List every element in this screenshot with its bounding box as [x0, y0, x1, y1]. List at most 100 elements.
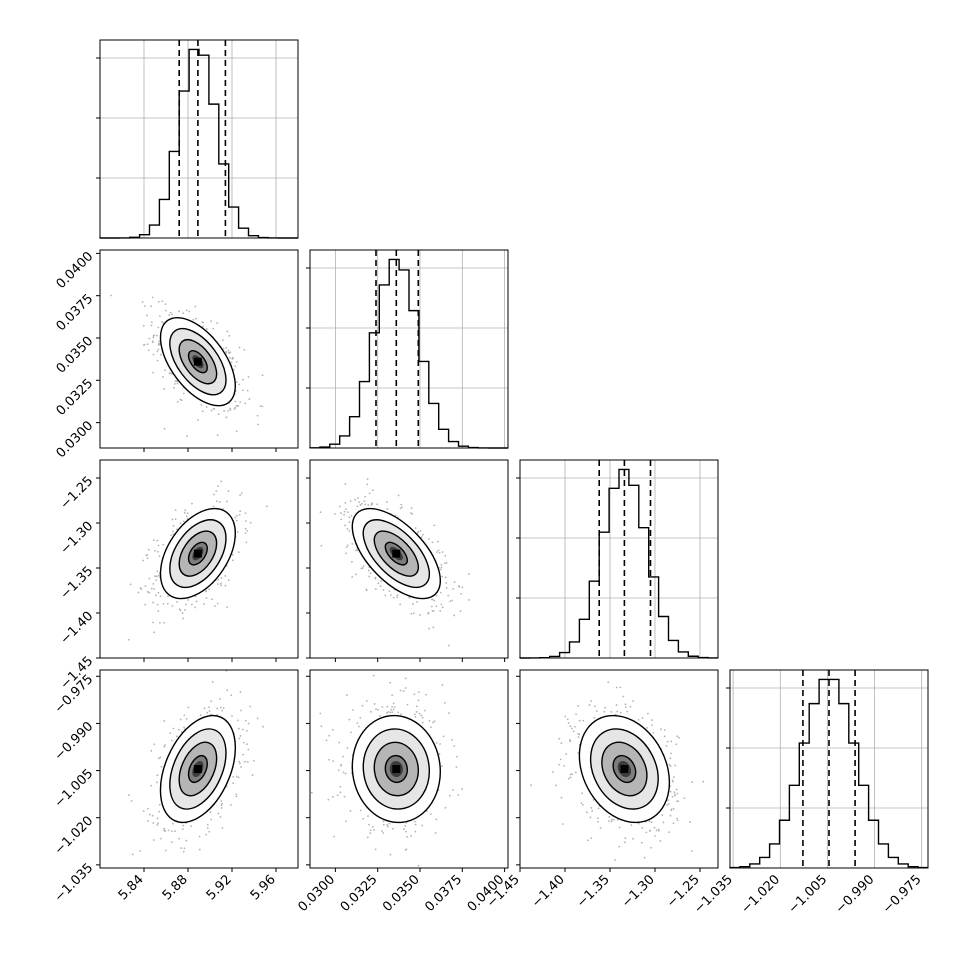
scatter-point: [348, 521, 351, 523]
scatter-point: [150, 321, 153, 323]
scatter-point: [608, 819, 610, 822]
scatter-point: [675, 743, 678, 746]
scatter-point: [351, 576, 354, 578]
scatter-point: [208, 710, 211, 712]
scatter-point: [577, 752, 580, 754]
scatter-point: [672, 807, 675, 810]
scatter-point: [171, 518, 174, 521]
scatter-point: [405, 848, 408, 851]
scatter-point: [461, 788, 464, 790]
scatter-point: [252, 759, 255, 762]
scatter-point: [348, 530, 351, 532]
scatter-point: [226, 330, 229, 333]
scatter-point: [400, 713, 403, 716]
scatter-point: [110, 294, 112, 297]
scatter-point: [238, 737, 241, 740]
scatter-point: [227, 579, 230, 582]
scatter-point: [342, 771, 345, 774]
scatter-point: [151, 296, 154, 299]
scatter-point: [651, 719, 653, 721]
scatter-point: [224, 575, 227, 577]
scatter-point: [441, 765, 443, 768]
scatter-point: [432, 721, 434, 724]
scatter-point: [624, 706, 627, 709]
scatter-point: [220, 804, 223, 807]
scatter-point: [374, 588, 377, 591]
contour-line: [601, 741, 648, 797]
scatter-point: [364, 495, 367, 498]
scatter-point: [624, 837, 627, 840]
x-tick-label: 5.88: [160, 872, 191, 903]
scatter-point: [186, 512, 189, 515]
scatter-point: [377, 708, 379, 711]
scatter-point: [224, 584, 227, 587]
scatter-point: [159, 353, 162, 356]
scatter-point: [216, 707, 219, 710]
y-tick-label: −1.25: [58, 474, 97, 513]
scatter-point: [154, 575, 156, 578]
y-tick-label: 0.0400: [54, 249, 97, 292]
scatter-point: [440, 566, 443, 569]
scatter-point: [182, 392, 185, 395]
scatter-point: [157, 574, 160, 577]
scatter-point: [622, 695, 625, 698]
scatter-point: [167, 595, 169, 598]
scatter-point: [129, 583, 132, 586]
scatter-point: [571, 773, 574, 776]
panel-frame: [309, 249, 509, 449]
scatter-point: [236, 514, 238, 517]
scatter-point: [577, 736, 580, 739]
scatter-point: [345, 694, 348, 696]
scatter-point: [229, 408, 232, 411]
scatter-point: [242, 753, 244, 756]
scatter-point: [414, 715, 417, 718]
scatter-point: [344, 502, 347, 504]
scatter-point: [660, 728, 662, 731]
scatter-point: [392, 708, 395, 711]
scatter-point: [148, 337, 151, 340]
scatter-point: [156, 334, 158, 337]
scatter-point: [437, 876, 439, 878]
scatter-point: [435, 818, 438, 821]
contour-line: [384, 541, 409, 566]
scatter-point: [148, 577, 151, 580]
scatter-point: [388, 590, 391, 592]
scatter-point: [180, 399, 183, 402]
scatter-point: [674, 794, 677, 797]
contour-line: [159, 714, 236, 824]
scatter-point: [194, 305, 197, 308]
scatter-point: [199, 714, 202, 717]
scatter-point: [438, 753, 441, 756]
scatter-point: [669, 765, 672, 768]
scatter-point: [401, 874, 403, 876]
scatter-point: [355, 573, 357, 576]
scatter-point: [351, 560, 353, 563]
scatter-point: [421, 716, 424, 719]
scatter-point: [372, 828, 375, 831]
scatter-point: [386, 705, 389, 708]
scatter-point: [246, 743, 248, 746]
scatter-point: [430, 726, 432, 729]
scatter-point: [431, 609, 434, 612]
scatter-point: [344, 524, 347, 527]
scatter-point: [593, 716, 596, 719]
scatter-point: [368, 823, 370, 826]
scatter-point: [442, 735, 445, 738]
scatter-point: [233, 454, 235, 456]
scatter-point: [401, 506, 403, 509]
scatter-point: [243, 348, 246, 351]
scatter-point: [382, 820, 385, 823]
scatter-point: [208, 706, 210, 709]
panel-frame: [309, 669, 509, 869]
scatter-point: [346, 527, 349, 530]
scatter-point: [205, 833, 207, 836]
scatter-point: [247, 376, 250, 378]
scatter-point: [219, 816, 222, 818]
scatter-point: [234, 406, 237, 409]
scatter-point: [230, 694, 233, 697]
scatter-point: [376, 503, 379, 506]
scatter-point: [191, 603, 193, 606]
scatter-point: [581, 792, 584, 795]
scatter-point: [616, 710, 619, 713]
scatter-point: [231, 559, 234, 562]
